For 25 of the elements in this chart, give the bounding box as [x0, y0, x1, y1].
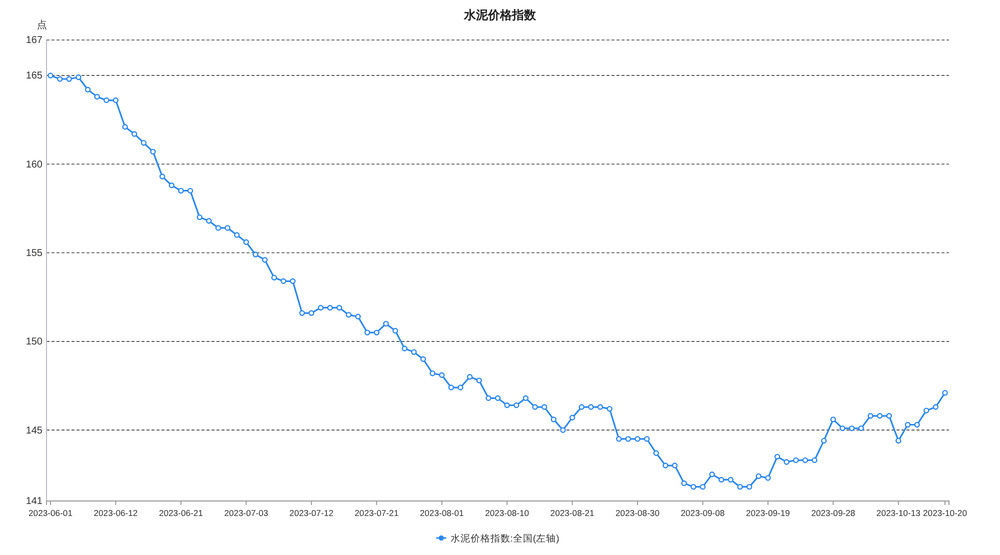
y-tick-label: 141 [26, 496, 43, 508]
x-tick-label: 2023-09-28 [811, 508, 856, 518]
x-tick-label: 2023-07-03 [224, 508, 268, 518]
chart-title: 水泥价格指数 [463, 8, 537, 22]
y-tick-label: 165 [26, 70, 43, 82]
y-tick-label: 145 [26, 425, 43, 436]
x-tick-label: 2023-10-20 [923, 508, 968, 518]
legend-label: 水泥价格指数:全国(左轴) [450, 532, 560, 544]
y-tick-label: 160 [26, 159, 43, 170]
x-tick-label: 2023-06-21 [158, 508, 204, 518]
x-tick-label: 2023-10-13 [876, 508, 921, 518]
y-tick-label: 167 [26, 35, 43, 46]
x-tick-label: 2023-08-01 [420, 508, 464, 518]
x-tick-label: 2023-07-12 [289, 508, 334, 518]
x-tick-label: 2023-08-21 [550, 508, 594, 518]
x-tick-label: 2023-09-19 [746, 508, 790, 518]
y-axis-title: 点 [37, 19, 47, 31]
x-tick-label: 2023-06-12 [94, 508, 138, 518]
x-tick-label: 2023-08-10 [485, 508, 530, 518]
x-tick-label: 2023-07-21 [354, 508, 399, 518]
y-tick-label: 155 [26, 248, 43, 259]
x-tick-label: 2023-09-08 [680, 508, 725, 518]
x-tick-label: 2023-08-30 [616, 508, 660, 518]
y-tick-label: 150 [26, 336, 43, 348]
x-tick-label: 2023-06-01 [28, 508, 73, 518]
